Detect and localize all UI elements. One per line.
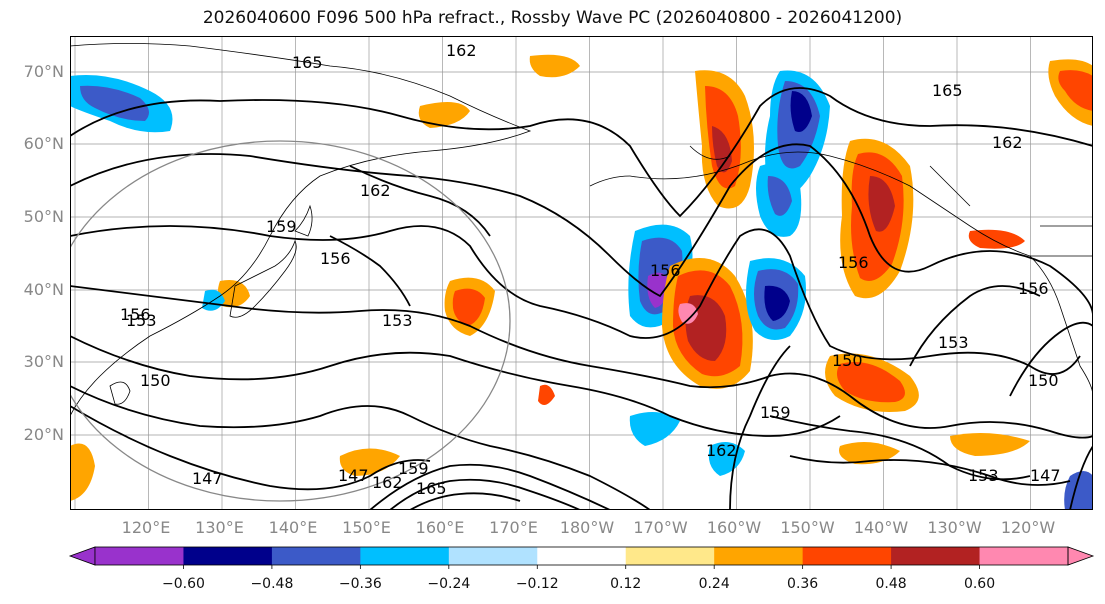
colorbar-swatch <box>271 547 361 565</box>
latitude-label: 60°N <box>23 134 64 153</box>
contour-label: 162 <box>372 473 403 492</box>
longitude-label: 140°E <box>268 518 318 537</box>
contour-label: 150 <box>832 351 863 370</box>
colorbar-swatch <box>448 547 538 565</box>
colorbar-tick-label: 0.60 <box>963 576 996 592</box>
contour-label: 147 <box>338 466 369 485</box>
longitude-label: 120°W <box>1000 518 1056 537</box>
colorbar-tick-label: −0.60 <box>162 576 205 592</box>
contour-label: 153 <box>938 333 969 352</box>
contour-labels: 1621651651621621591561531531501561561561… <box>120 41 1061 498</box>
contour-label: 156 <box>120 305 151 324</box>
anomaly-shading <box>70 54 1093 510</box>
contour-label: 147 <box>1030 466 1061 485</box>
contour-label: 159 <box>398 459 429 478</box>
longitude-label: 120°E <box>121 518 171 537</box>
longitude-label: 150°W <box>780 518 835 537</box>
colorbar-swatch <box>714 547 804 565</box>
map-title: 2026040600 F096 500 hPa refract., Rossby… <box>202 8 903 28</box>
latitude-label: 20°N <box>23 425 64 444</box>
latitude-label: 30°N <box>23 352 64 371</box>
colorbar-tick-label: 0.24 <box>698 576 730 592</box>
contour-label: 156 <box>320 249 351 268</box>
colorbar-tick-label: −0.24 <box>427 576 471 592</box>
colorbar-tick-label: 0.36 <box>787 576 819 592</box>
contour-label: 156 <box>1018 279 1049 298</box>
longitude-label: 150°E <box>342 518 391 537</box>
coastlines <box>70 43 1093 417</box>
contour-label: 162 <box>446 41 477 60</box>
colorbar-swatch <box>95 547 184 565</box>
colorbar-swatch <box>360 547 450 565</box>
longitude-label: 130°E <box>195 518 244 537</box>
height-contours <box>70 87 1093 510</box>
colorbar-tick-label: −0.36 <box>338 576 382 592</box>
colorbar-outline <box>94 546 1069 566</box>
reference-circle <box>70 140 511 502</box>
contour-label: 165 <box>292 53 323 72</box>
latitude-label: 40°N <box>23 280 64 299</box>
colorbar-tick-label: 0.48 <box>875 576 907 592</box>
longitude-label: 160°E <box>415 518 465 537</box>
longitude-label: 160°W <box>706 518 762 537</box>
latitude-label: 50°N <box>23 207 64 226</box>
contour-label: 147 <box>192 469 223 488</box>
longitude-label: 140°W <box>853 518 909 537</box>
longitude-label: 170°E <box>489 518 538 537</box>
contour-label: 159 <box>266 217 297 236</box>
colorbar-arrow-max <box>1067 546 1095 566</box>
latitude-label: 70°N <box>23 62 64 81</box>
longitude-label: 180°W <box>559 518 615 537</box>
longitude-label: 130°W <box>927 518 982 537</box>
colorbar-arrow-min <box>68 546 96 566</box>
gridlines <box>70 36 1093 510</box>
colorbar-swatch <box>802 547 892 565</box>
colorbar-swatch <box>979 547 1069 565</box>
contour-label: 162 <box>360 181 391 200</box>
contour-label: 150 <box>140 371 171 390</box>
contour-label: 156 <box>838 253 869 272</box>
contour-label: 156 <box>650 261 681 280</box>
contour-label: 150 <box>1028 371 1059 390</box>
colorbar-swatch <box>891 547 981 565</box>
contour-label: 162 <box>706 441 737 460</box>
map-area[interactable]: 1621651651621621591561531531501561561561… <box>70 36 1093 510</box>
contour-label: 153 <box>382 311 413 330</box>
contour-label: 153 <box>968 466 999 485</box>
map-canvas: 1621651651621621591561531531501561561561… <box>70 36 1093 510</box>
longitude-label: 170°W <box>633 518 688 537</box>
contour-label: 153 <box>126 311 157 330</box>
colorbar-swatch <box>537 547 627 565</box>
colorbar-tick-label: −0.48 <box>250 576 294 592</box>
colorbar-tick-label: 0.12 <box>610 576 642 592</box>
colorbar-tick-label: −0.12 <box>515 576 559 592</box>
contour-label: 165 <box>416 479 447 498</box>
colorbar-swatch <box>625 547 715 565</box>
contour-label: 159 <box>760 403 791 422</box>
contour-label: 165 <box>932 81 963 100</box>
contour-label: 162 <box>992 133 1023 152</box>
colorbar-swatch <box>183 547 273 565</box>
